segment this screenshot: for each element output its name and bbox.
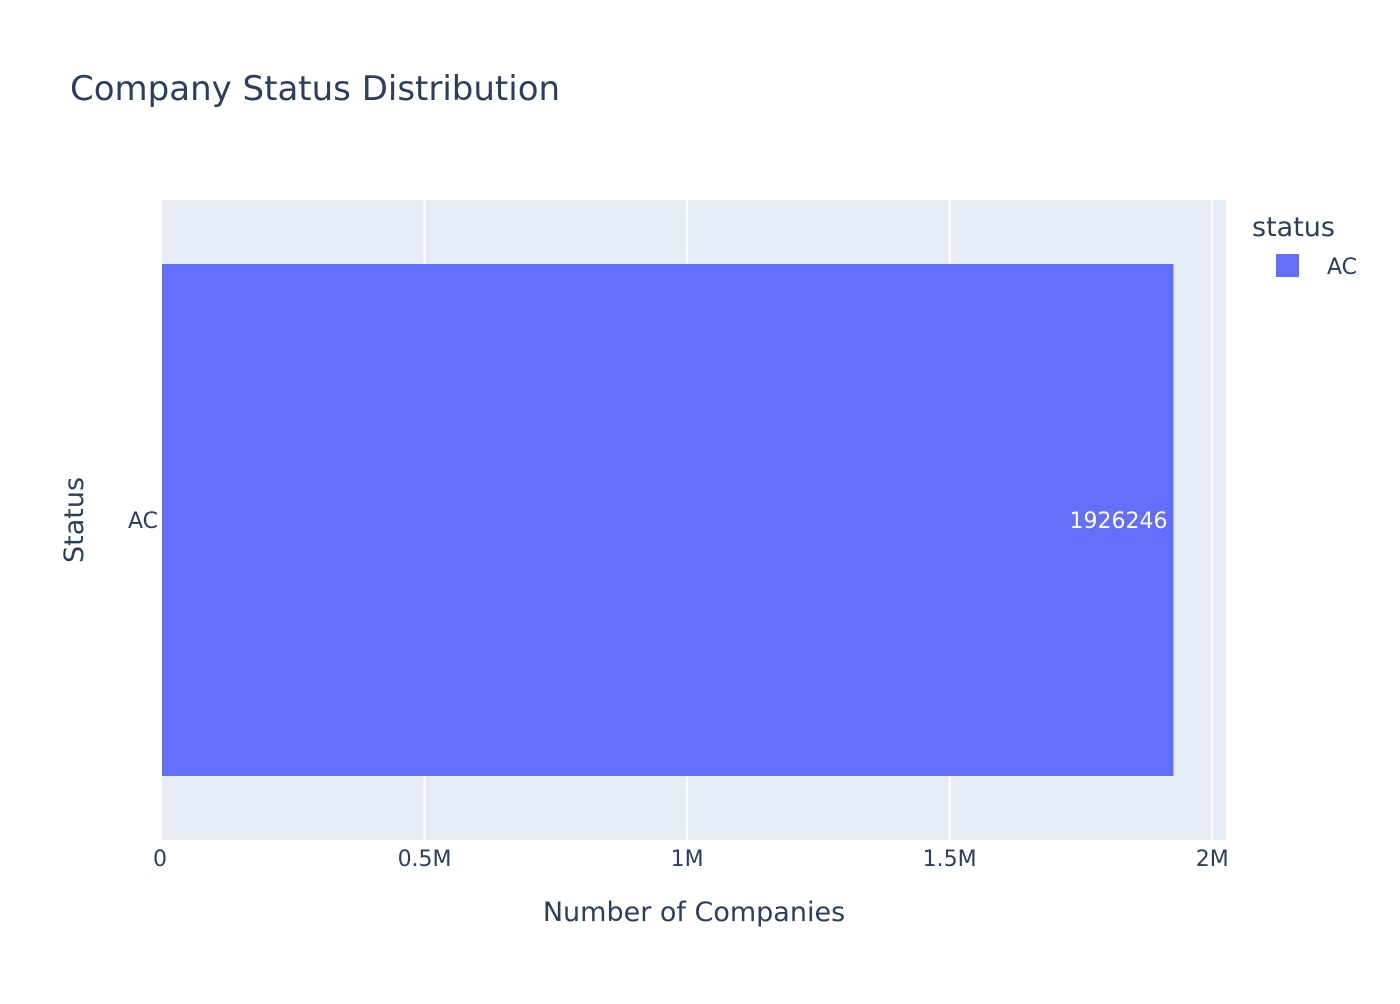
bar	[162, 264, 1174, 776]
legend-swatch	[1276, 254, 1299, 277]
legend: status AC	[1252, 212, 1357, 280]
legend-item-label: AC	[1327, 255, 1357, 280]
x-tick-label: 1M	[671, 847, 704, 872]
legend-title: status	[1252, 212, 1335, 243]
x-tick-labels: 0 0.5M 1M 1.5M 2M	[153, 847, 1229, 872]
bar-value-label: 1926246	[1070, 509, 1168, 534]
y-tick-label: AC	[128, 509, 158, 534]
x-tick-label: 0	[153, 847, 167, 872]
legend-items: AC	[1276, 254, 1357, 280]
y-axis-label: Status	[59, 477, 90, 563]
x-axis-label: Number of Companies	[543, 897, 845, 928]
x-tick-label: 0.5M	[398, 847, 452, 872]
chart-title: Company Status Distribution	[70, 69, 560, 109]
x-tick-label: 2M	[1196, 847, 1229, 872]
bars-group: 1926246	[162, 264, 1174, 776]
x-tick-label: 1.5M	[923, 847, 977, 872]
y-tick-labels: AC	[128, 509, 158, 534]
